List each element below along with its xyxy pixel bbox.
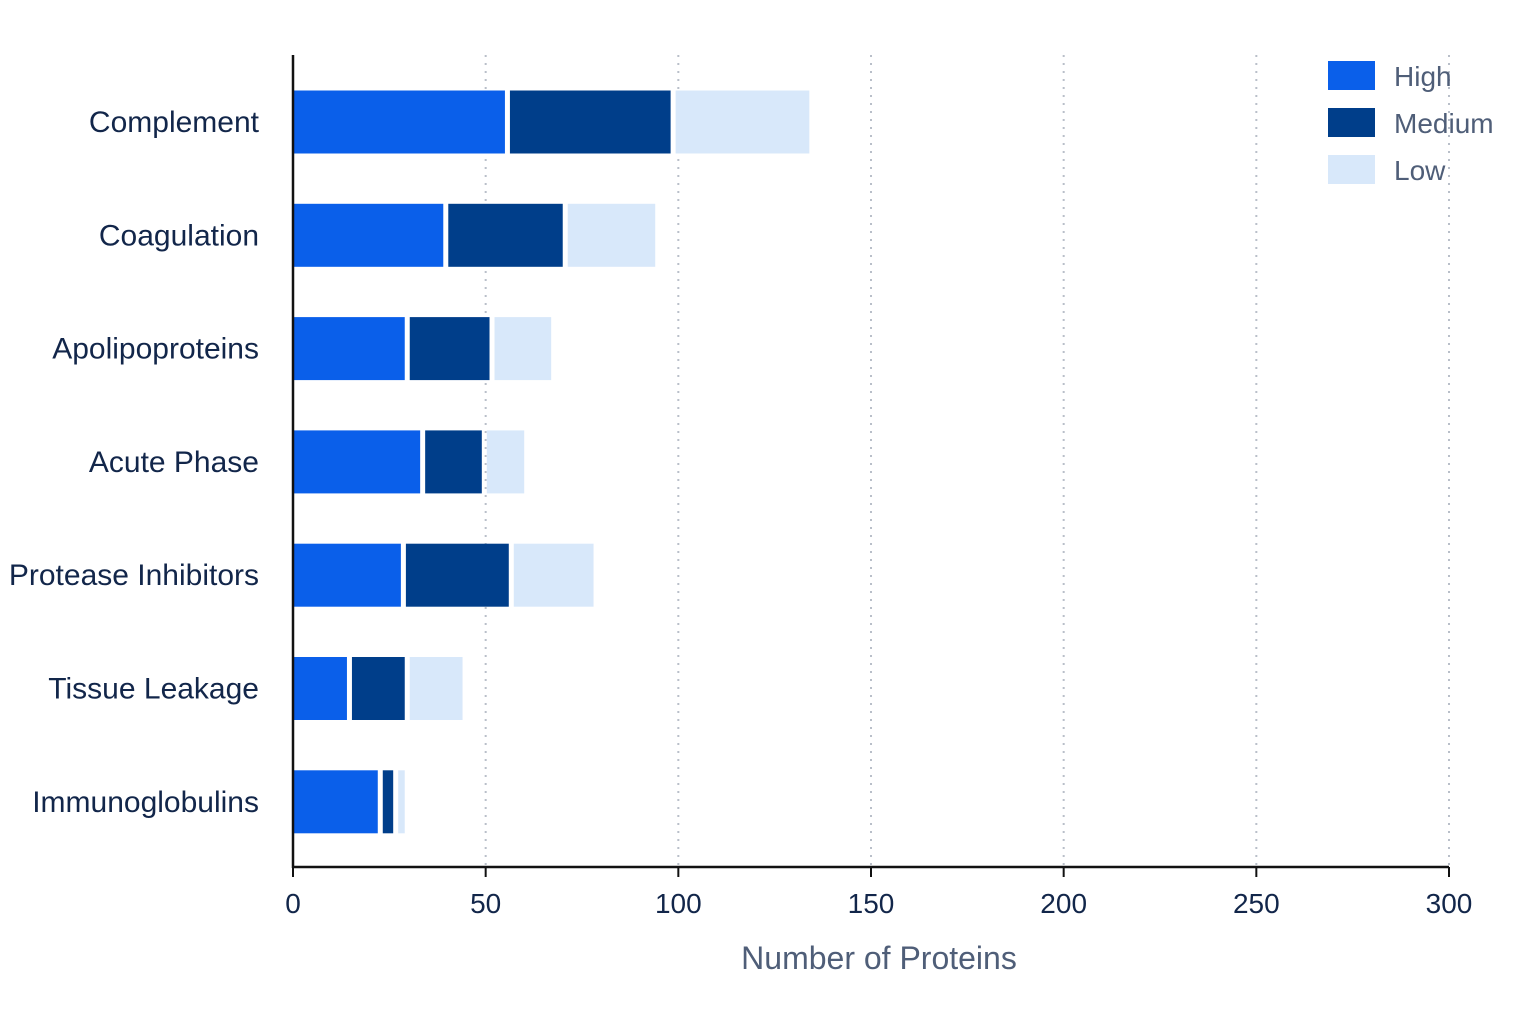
bar-segment-medium <box>509 90 671 154</box>
bars <box>293 90 810 834</box>
axes <box>291 55 1450 877</box>
bar-segment-high <box>293 430 421 494</box>
grid-lines <box>484 55 1450 867</box>
bar-segment-low <box>486 430 525 494</box>
bar-segment-medium <box>351 657 405 720</box>
bar-segment-high <box>293 770 378 834</box>
bar-segment-medium <box>409 317 490 381</box>
bar-segment-medium <box>425 430 482 494</box>
legend-label-medium: Medium <box>1394 108 1494 139</box>
legend-label-high: High <box>1394 61 1452 92</box>
bar-segment-high <box>293 657 347 720</box>
category-label: Tissue Leakage <box>48 673 259 706</box>
x-tick-label: 250 <box>1233 888 1280 919</box>
x-tick-label: 300 <box>1426 888 1473 919</box>
bar-segment-high <box>293 317 405 381</box>
x-tick-label: 200 <box>1040 888 1087 919</box>
bar-segment-low <box>567 203 656 267</box>
x-tick-label: 100 <box>655 888 702 919</box>
bar-segment-medium <box>382 770 394 834</box>
category-labels: Complement Coagulation Apolipoproteins Acut… <box>9 106 260 819</box>
legend: High Medium Low <box>1328 61 1494 186</box>
legend-swatch-low <box>1328 155 1375 184</box>
category-label: Coagulation <box>99 219 259 252</box>
x-tick-label: 50 <box>470 888 501 919</box>
bar-segment-high <box>293 203 444 267</box>
x-tick-label: 150 <box>848 888 895 919</box>
bar-segment-medium <box>405 543 509 607</box>
bar-segment-high <box>293 90 505 154</box>
category-label: Immunoglobulins <box>32 786 259 819</box>
legend-swatch-high <box>1328 61 1375 90</box>
bar-segment-medium <box>448 203 563 267</box>
category-label: Protease Inhibitors <box>9 559 259 592</box>
bar-segment-low <box>675 90 810 154</box>
legend-label-low: Low <box>1394 155 1446 186</box>
category-label: Complement <box>89 106 260 139</box>
bar-segment-high <box>293 543 401 607</box>
x-tick-label: 0 <box>285 888 301 919</box>
x-axis-title: Number of Proteins <box>741 940 1017 976</box>
bar-segment-low <box>513 543 594 607</box>
bar-segment-low <box>409 657 463 720</box>
category-label: Apolipoproteins <box>52 333 259 366</box>
x-tick-labels: 0 50 100 150 200 250 300 <box>285 888 1472 919</box>
category-label: Acute Phase <box>89 446 259 479</box>
bar-segment-low <box>398 770 405 834</box>
bar-segment-low <box>494 317 552 381</box>
legend-swatch-medium <box>1328 108 1375 137</box>
